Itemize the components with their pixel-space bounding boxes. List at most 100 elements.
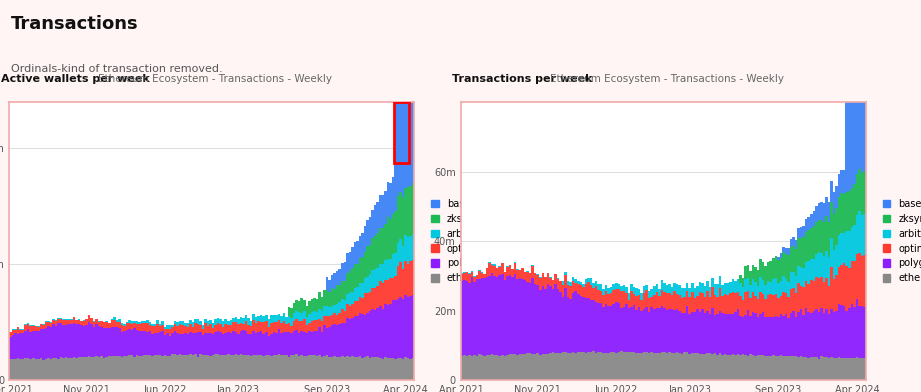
Bar [810,357,812,380]
Bar [63,358,65,380]
Bar [44,359,47,380]
Bar [235,322,238,332]
Bar [653,309,656,353]
Bar [381,228,384,264]
Bar [741,299,744,317]
Bar [579,285,582,296]
Bar [222,334,225,355]
Bar [850,358,853,380]
Bar [521,279,524,354]
Bar [843,358,845,380]
Bar [308,301,310,314]
Bar [820,277,822,308]
Bar [316,320,319,331]
Bar [128,320,131,323]
Bar [799,286,802,309]
Bar [828,257,830,286]
Bar [391,214,394,254]
Bar [777,356,779,380]
Bar [767,262,769,281]
Bar [250,334,252,356]
Bar [287,316,290,323]
Bar [217,318,219,323]
Bar [348,271,351,292]
Bar [369,358,371,380]
Bar [749,285,752,298]
Bar [154,333,157,356]
Bar [810,259,812,281]
Bar [600,285,602,291]
Bar [670,309,673,353]
Bar [799,356,802,380]
Bar [747,278,749,291]
Bar [666,353,668,380]
Bar [762,312,764,355]
Bar [283,313,286,321]
Bar [646,290,647,307]
Bar [754,267,757,282]
Bar [798,228,799,238]
Bar [204,355,206,380]
Bar [50,322,52,323]
Bar [785,254,787,279]
Bar [113,327,116,356]
Bar [394,359,397,380]
Bar [465,281,468,356]
Bar [717,314,718,356]
Bar [721,285,724,296]
Bar [741,287,744,299]
Bar [390,219,391,259]
Bar [589,352,592,380]
Bar [212,355,215,380]
Bar [348,319,351,358]
Bar [164,335,166,355]
Bar [757,270,759,286]
Bar [262,316,265,322]
Bar [64,319,67,320]
Bar [810,281,812,313]
Bar [704,313,706,354]
Bar [554,285,556,353]
Bar [323,325,326,356]
Bar [212,328,215,334]
Bar [186,334,189,355]
Bar [569,353,572,380]
Bar [98,326,100,358]
Bar [14,359,17,380]
Bar [727,355,729,380]
Bar [531,266,534,278]
Bar [486,277,488,355]
Bar [229,333,232,354]
Bar [344,262,346,281]
Bar [582,287,585,297]
Bar [526,270,529,272]
Bar [663,352,666,380]
Bar [407,187,410,237]
Bar [328,279,331,292]
Bar [333,314,336,324]
Bar [683,288,686,297]
Bar [554,274,556,285]
Bar [184,355,186,380]
Bar [782,292,785,316]
Bar [534,284,536,354]
Bar [364,278,367,293]
Bar [623,307,625,352]
Bar [828,222,830,257]
Bar [605,304,607,353]
Bar [151,334,154,356]
Bar [831,202,833,238]
Bar [391,358,394,380]
Bar [245,316,247,321]
Bar [838,304,840,357]
Bar [549,278,552,286]
Bar [344,281,346,300]
Bar [384,280,387,304]
Bar [377,357,379,380]
Bar [625,287,628,293]
Bar [744,315,747,355]
Bar [73,357,76,380]
Bar [585,284,588,298]
Bar [792,288,795,311]
Bar [524,354,526,380]
